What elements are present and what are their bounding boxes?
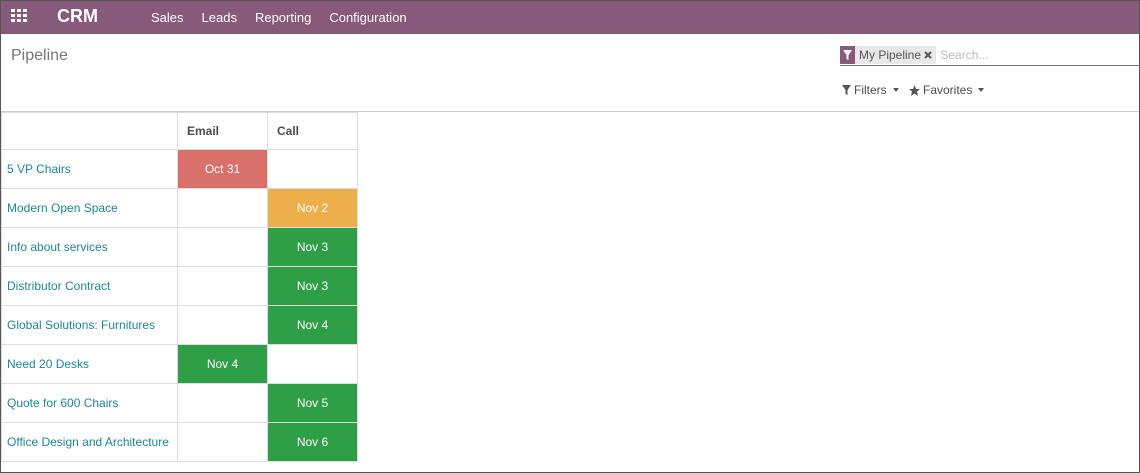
filters-label: Filters [854, 83, 887, 97]
activity-cell[interactable]: Nov 3 [267, 227, 358, 267]
record-name[interactable]: Global Solutions: Furnitures [1, 305, 178, 345]
app-name[interactable]: CRM [57, 6, 98, 26]
row: Modern Open Space Nov 2 [1, 188, 358, 228]
facet-icon [840, 46, 855, 64]
empty-cell [177, 422, 268, 462]
empty-cell [177, 305, 268, 345]
favorites-label: Favorites [923, 83, 973, 97]
row: Quote for 600 Chairs Nov 5 [1, 383, 358, 423]
activity-cell[interactable]: Nov 4 [177, 344, 268, 384]
activity-cell[interactable]: Nov 2 [267, 188, 358, 228]
menu: Sales Leads Reporting Configuration [151, 1, 425, 34]
corner-cell [1, 112, 178, 150]
menu-item[interactable]: Leads [201, 10, 237, 25]
record-name[interactable]: Need 20 Desks [1, 344, 178, 384]
record-name[interactable]: 5 VP Chairs [1, 149, 178, 189]
row: 5 VP Chairs Oct 31 [1, 149, 358, 189]
empty-cell [177, 227, 268, 267]
empty-cell [177, 383, 268, 423]
separator [1, 111, 1139, 112]
record-name[interactable]: Office Design and Architecture [1, 422, 178, 462]
empty-cell [177, 188, 268, 228]
column-header: Call [267, 112, 358, 150]
facet-label: My Pipeline [859, 48, 922, 62]
facet-remove[interactable] [924, 51, 933, 59]
breadcrumb: Pipeline [11, 47, 68, 64]
search-bar[interactable]: My Pipeline Search... [840, 45, 1139, 66]
row: Distributor Contract Nov 3 [1, 266, 358, 306]
row: Office Design and Architecture Nov 6 [1, 422, 358, 462]
menu-item[interactable]: Reporting [254, 10, 312, 25]
row: Need 20 Desks Nov 4 [1, 344, 358, 384]
row: Info about services Nov 3 [1, 227, 358, 267]
row: Global Solutions: Furnitures Nov 4 [1, 305, 358, 345]
record-name[interactable]: Info about services [1, 227, 178, 267]
activity-table: Email Call 5 VP Chairs Oct 31 Modern Open Sp… [1, 112, 358, 462]
favorites-button[interactable]: Favorites [909, 83, 985, 97]
activity-cell[interactable]: Nov 5 [267, 383, 358, 423]
activity-cell[interactable]: Nov 4 [267, 305, 358, 345]
record-name[interactable]: Distributor Contract [1, 266, 178, 306]
empty-cell [267, 149, 358, 189]
activity-cell[interactable]: Nov 6 [267, 422, 358, 462]
record-name[interactable]: Modern Open Space [1, 188, 178, 228]
filters-button[interactable]: Filters [842, 83, 899, 97]
menu-item[interactable]: Sales [151, 10, 184, 25]
navbar: CRM Sales Leads Reporting Configuration [1, 1, 1139, 34]
record-name[interactable]: Quote for 600 Chairs [1, 383, 178, 423]
empty-cell [267, 344, 358, 384]
column-header: Email [177, 112, 268, 150]
apps-icon[interactable] [11, 9, 28, 23]
empty-cell [177, 266, 268, 306]
menu-item[interactable]: Configuration [329, 10, 407, 25]
facet[interactable]: My Pipeline [855, 46, 937, 64]
activity-cell[interactable]: Oct 31 [177, 149, 268, 189]
search-placeholder: Search... [940, 48, 989, 62]
activity-cell[interactable]: Nov 3 [267, 266, 358, 306]
